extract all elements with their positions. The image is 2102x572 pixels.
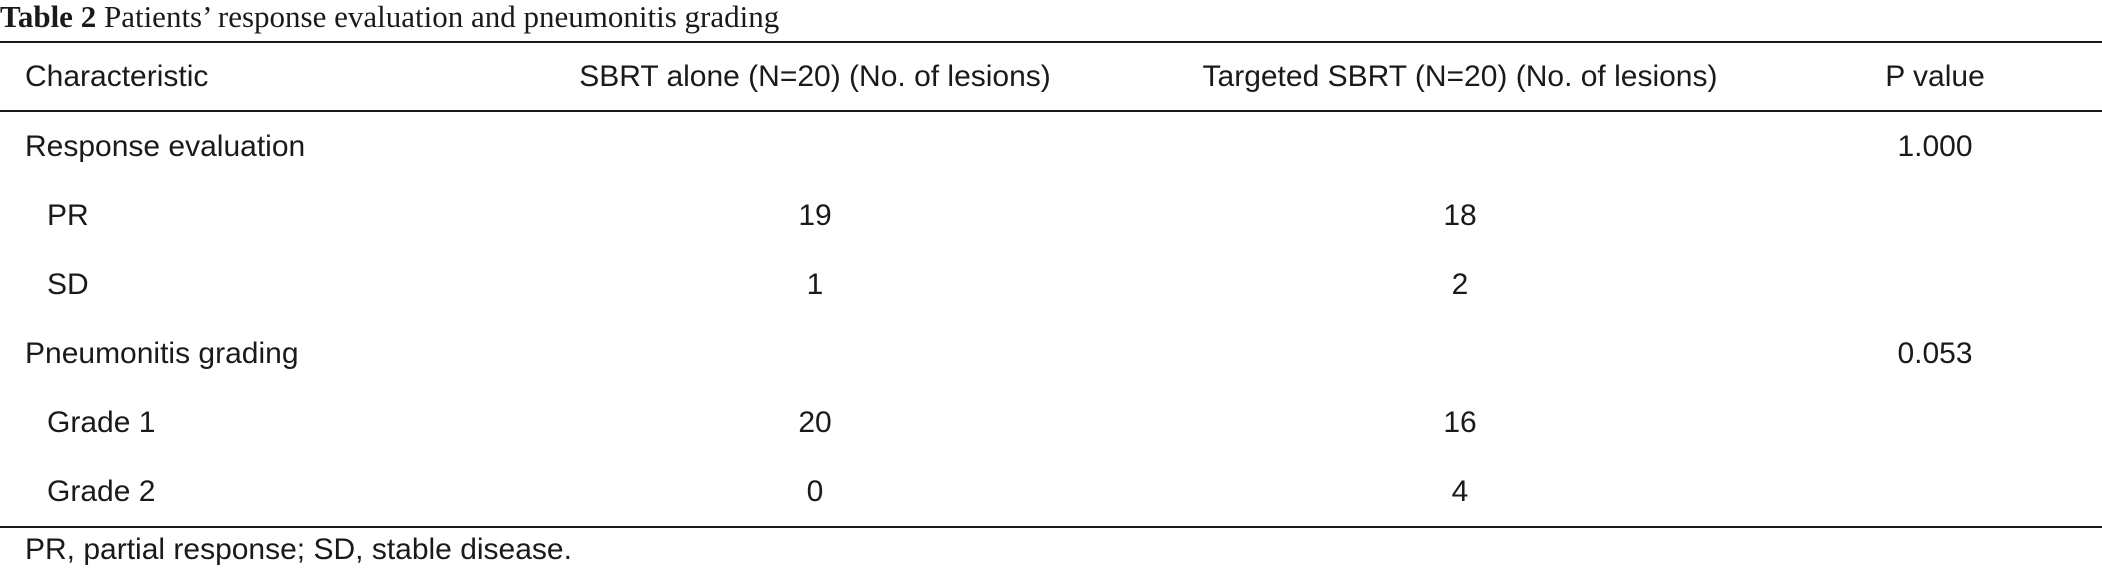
row-characteristic: PR: [47, 199, 89, 232]
row-sbrt-alone: 1: [806, 268, 824, 301]
row-targeted-sbrt: 16: [1443, 406, 1477, 439]
table-caption-text: Patients’ response evaluation and pneumo…: [103, 0, 780, 34]
row-targeted-sbrt: 4: [1451, 475, 1469, 508]
row-characteristic: Pneumonitis grading: [25, 337, 299, 370]
header-p-value: P value: [1885, 60, 1985, 93]
table-row-grade-2: Grade 2 0 4: [0, 457, 2102, 528]
table-row-sd: SD 1 2: [0, 250, 2102, 319]
row-sbrt-alone: 19: [798, 199, 832, 232]
table-row-response-evaluation: Response evaluation 1.000: [0, 112, 2102, 181]
header-characteristic: Characteristic: [25, 60, 209, 93]
row-characteristic: SD: [47, 268, 89, 301]
row-characteristic: Response evaluation: [25, 130, 306, 163]
row-p-value: 1.000: [1897, 130, 1973, 163]
table-caption-label: Table 2: [0, 0, 97, 34]
row-characteristic: Grade 2: [47, 475, 156, 508]
header-sbrt-alone: SBRT alone (N=20) (No. of lesions): [579, 60, 1051, 93]
header-targeted-sbrt: Targeted SBRT (N=20) (No. of lesions): [1202, 60, 1718, 93]
row-sbrt-alone: 0: [806, 475, 824, 508]
row-targeted-sbrt: 2: [1451, 268, 1469, 301]
data-table: Characteristic SBRT alone (N=20) (No. of…: [0, 41, 2102, 528]
table-row-pr: PR 19 18: [0, 181, 2102, 250]
table-row-pneumonitis-grading: Pneumonitis grading 0.053: [0, 319, 2102, 388]
row-p-value: 0.053: [1897, 337, 1973, 370]
row-sbrt-alone: 20: [798, 406, 832, 439]
table-footnote: PR, partial response; SD, stable disease…: [25, 533, 572, 566]
table-row-grade-1: Grade 1 20 16: [0, 388, 2102, 457]
table-header-row: Characteristic SBRT alone (N=20) (No. of…: [0, 41, 2102, 112]
table-caption: Table 2 Patients’ response evaluation an…: [0, 0, 779, 40]
row-targeted-sbrt: 18: [1443, 199, 1477, 232]
row-characteristic: Grade 1: [47, 406, 156, 439]
